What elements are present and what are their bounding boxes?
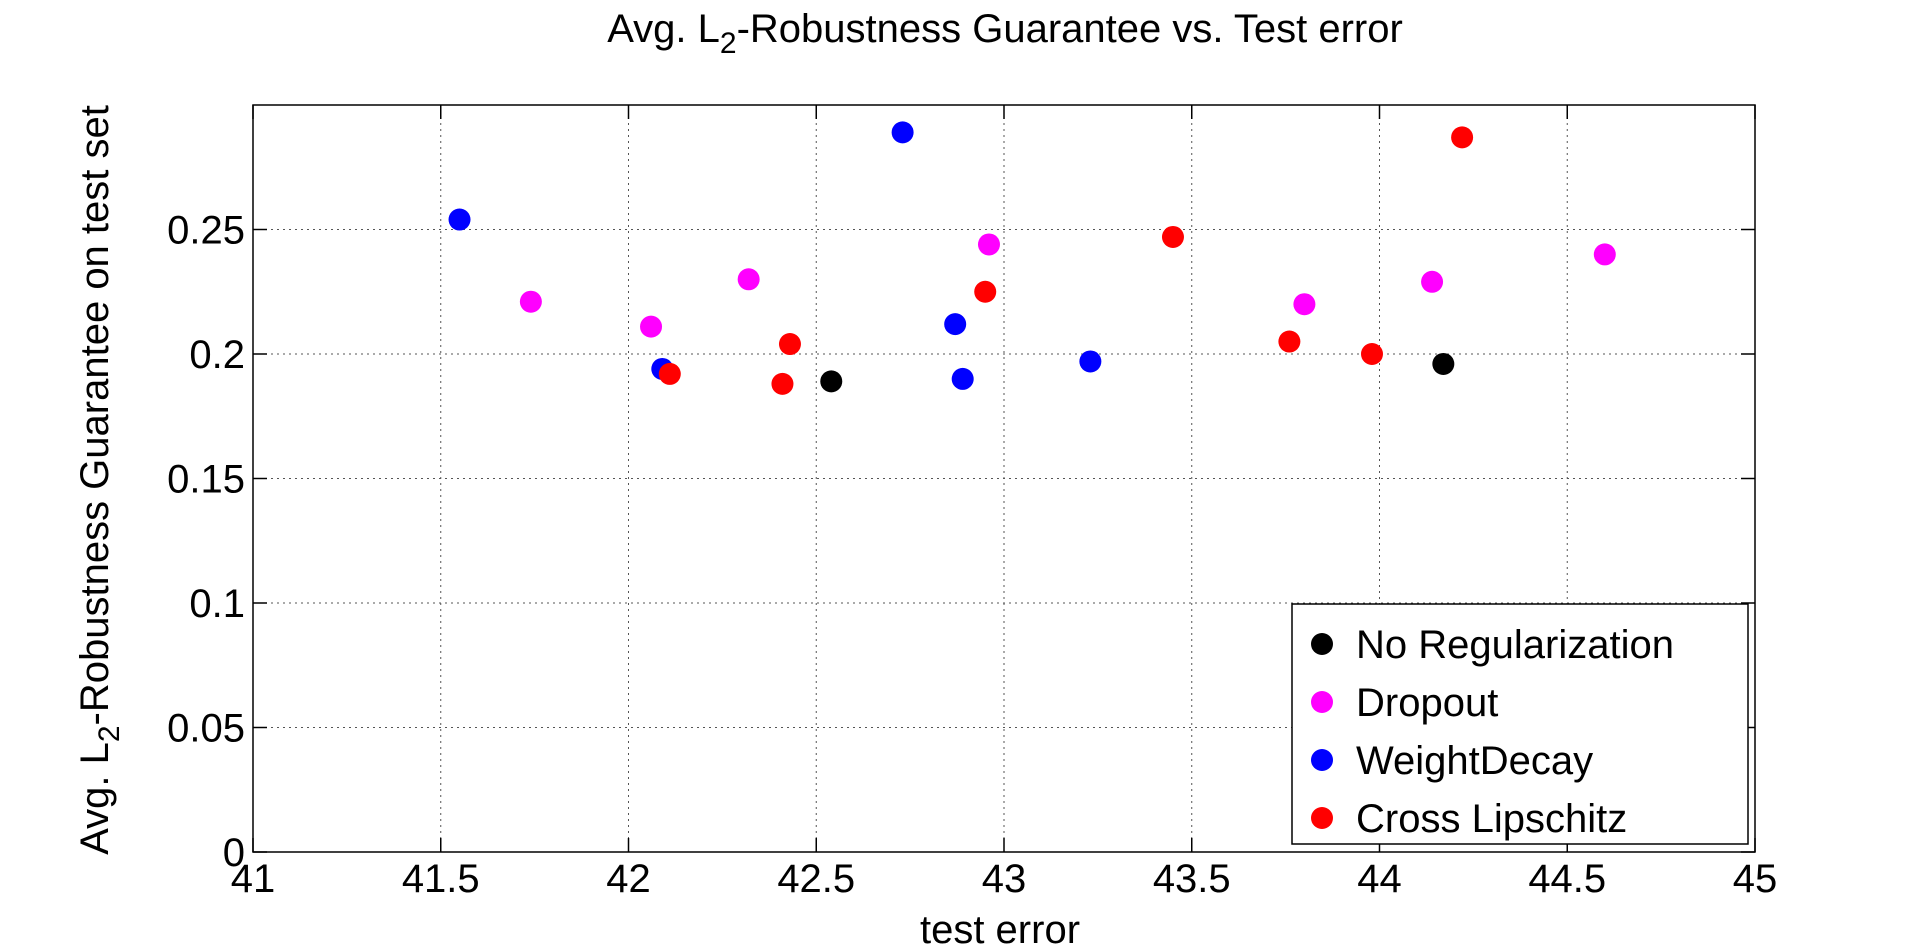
gridlines — [253, 105, 1755, 852]
y-axis-label-suffix: -Robustness Guarantee on test set — [73, 105, 117, 725]
data-point-cross-lipschitz — [771, 372, 794, 395]
y-axis-label-subscript: 2 — [93, 725, 126, 742]
x-tick-label: 41.5 — [402, 857, 480, 901]
x-tick-label: 43.5 — [1153, 857, 1231, 901]
x-tick-label: 44.5 — [1528, 857, 1606, 901]
x-tick-label: 43 — [982, 857, 1027, 901]
x-tick-label: 41 — [231, 857, 276, 901]
data-point-cross-lipschitz — [974, 280, 997, 303]
legend-marker-no-regularization — [1311, 633, 1333, 655]
y-tick-label: 0.15 — [167, 458, 245, 502]
data-point-weightdecay — [951, 367, 974, 390]
legend-label-cross-lipschitz: Cross Lipschitz — [1356, 797, 1627, 841]
data-point-cross-lipschitz — [1360, 343, 1383, 365]
data-point-no-regularization — [820, 370, 843, 393]
data-point-dropout — [977, 233, 1000, 256]
data-point-cross-lipschitz — [1161, 225, 1184, 248]
data-point-cross-lipschitz — [778, 333, 801, 356]
data-point-dropout — [1421, 270, 1444, 293]
data-point-dropout — [1293, 293, 1316, 316]
y-axis-label-prefix: Avg. L — [73, 742, 117, 855]
data-point-dropout — [1593, 243, 1616, 266]
y-tick-label: 0.1 — [189, 582, 245, 626]
legend-marker-dropout — [1311, 691, 1333, 713]
data-point-dropout — [737, 268, 760, 291]
y-tick-label: 0.05 — [167, 707, 245, 751]
x-tick-label: 45 — [1733, 857, 1778, 901]
data-point-weightdecay — [944, 313, 967, 336]
legend-label-no-regularization: No Regularization — [1356, 623, 1674, 667]
data-point-weightdecay — [891, 121, 914, 144]
legend-label-weightdecay: WeightDecay — [1356, 739, 1593, 783]
legend: No Regularization Dropout WeightDecay Cross… — [1291, 603, 1749, 845]
data-point-weightdecay — [1079, 350, 1102, 373]
legend-label-dropout: Dropout — [1356, 681, 1498, 725]
x-axis-tick-labels: 41 41.5 42 42.5 43 43.5 44 44.5 45 — [231, 857, 1778, 901]
chart-title-suffix: -Robustness Guarantee vs. Test error — [737, 7, 1403, 51]
data-point-weightdecay — [448, 208, 471, 231]
legend-items: No Regularization Dropout WeightDecay Cross… — [1311, 623, 1674, 841]
y-tick-label: 0.2 — [189, 333, 245, 377]
y-axis-tick-labels: 0 0.05 0.1 0.15 0.2 0.25 — [167, 209, 245, 876]
y-axis-label: Avg. L2-Robustness Guarantee on test set — [73, 105, 126, 855]
chart-title-subscript: 2 — [720, 27, 737, 60]
legend-marker-cross-lipschitz — [1311, 807, 1333, 829]
x-axis-label: test error — [920, 908, 1080, 948]
data-point-cross-lipschitz — [658, 362, 681, 385]
y-tick-label: 0.25 — [167, 209, 245, 253]
legend-box — [1291, 603, 1749, 845]
x-tick-label: 42 — [606, 857, 651, 901]
x-tick-label: 44 — [1357, 857, 1402, 901]
chart-title-prefix: Avg. L — [607, 7, 720, 51]
data-point-dropout — [519, 290, 542, 313]
data-point-dropout — [640, 315, 663, 338]
data-points — [448, 121, 1616, 395]
data-point-cross-lipschitz — [1451, 126, 1474, 149]
data-point-no-regularization — [1432, 352, 1455, 375]
data-point-cross-lipschitz — [1278, 330, 1301, 353]
y-tick-label: 0 — [223, 831, 245, 875]
chart-title: Avg. L2-Robustness Guarantee vs. Test er… — [607, 7, 1403, 60]
legend-marker-weightdecay — [1311, 749, 1333, 771]
x-tick-label: 42.5 — [777, 857, 855, 901]
